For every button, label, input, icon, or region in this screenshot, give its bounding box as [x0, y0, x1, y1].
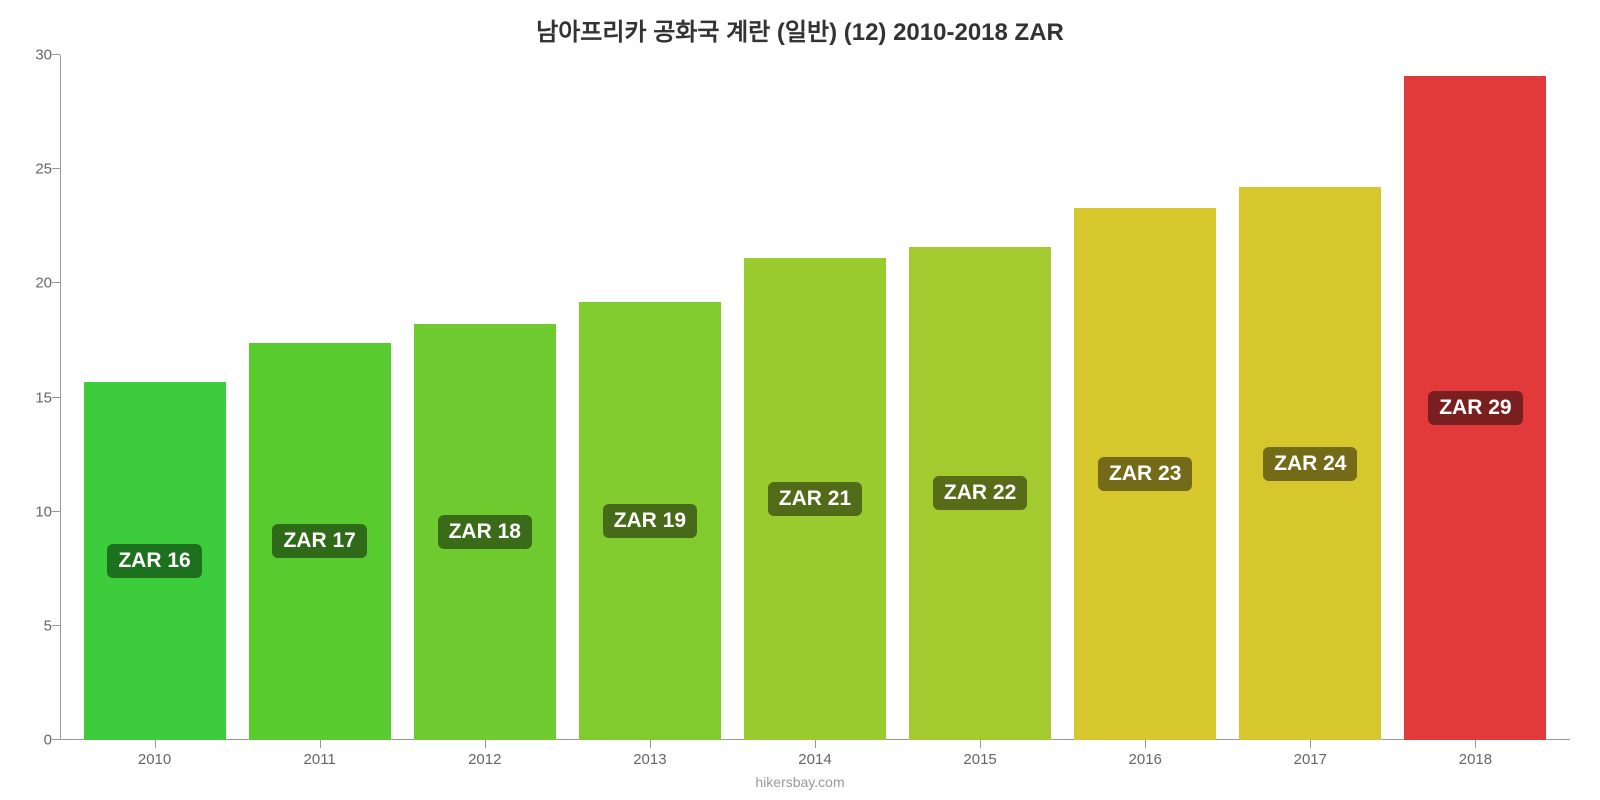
- x-axis-label: 2017: [1294, 751, 1327, 768]
- y-tick: [52, 282, 60, 283]
- bar-value-label: ZAR 19: [603, 504, 697, 538]
- y-axis-label: 0: [20, 732, 52, 749]
- x-tick: [1310, 740, 1311, 748]
- y-axis-label: 15: [20, 389, 52, 406]
- y-axis-label: 30: [20, 47, 52, 64]
- bar-value-label: ZAR 18: [438, 515, 532, 549]
- y-tick: [52, 54, 60, 55]
- x-axis-label: 2012: [468, 751, 501, 768]
- x-tick: [155, 740, 156, 748]
- bar: ZAR 16: [84, 382, 226, 740]
- bar-slot: ZAR 162010: [72, 55, 237, 740]
- bar: ZAR 21: [744, 258, 886, 740]
- bar-slot: ZAR 292018: [1393, 55, 1558, 740]
- attribution: hikersbay.com: [755, 774, 844, 790]
- bar-slot: ZAR 232016: [1063, 55, 1228, 740]
- bar-value-label: ZAR 22: [933, 476, 1027, 510]
- bar: ZAR 24: [1239, 187, 1381, 740]
- y-tick: [52, 625, 60, 626]
- x-axis-label: 2016: [1129, 751, 1162, 768]
- bar: ZAR 23: [1074, 208, 1216, 740]
- bar-slot: ZAR 222015: [898, 55, 1063, 740]
- x-axis-label: 2018: [1459, 751, 1492, 768]
- y-axis-label: 25: [20, 161, 52, 178]
- bar: ZAR 22: [909, 247, 1051, 740]
- y-axis-label: 5: [20, 617, 52, 634]
- bar-slot: ZAR 172011: [237, 55, 402, 740]
- y-tick: [52, 397, 60, 398]
- bar-value-label: ZAR 24: [1263, 447, 1357, 481]
- bar-slot: ZAR 242017: [1228, 55, 1393, 740]
- y-axis-label: 20: [20, 275, 52, 292]
- y-tick: [52, 511, 60, 512]
- chart-container: 남아프리카 공화국 계란 (일반) (12) 2010-2018 ZAR 0 5 1…: [0, 0, 1600, 800]
- x-axis-label: 2013: [633, 751, 666, 768]
- x-axis-label: 2015: [963, 751, 996, 768]
- x-axis-label: 2011: [304, 751, 336, 768]
- bar-value-label: ZAR 23: [1098, 457, 1192, 491]
- x-tick: [815, 740, 816, 748]
- y-axis-label: 10: [20, 503, 52, 520]
- chart-title: 남아프리카 공화국 계란 (일반) (12) 2010-2018 ZAR: [0, 0, 1600, 55]
- bar-value-label: ZAR 29: [1428, 391, 1522, 425]
- bar-slot: ZAR 182012: [402, 55, 567, 740]
- bars-container: ZAR 162010ZAR 172011ZAR 182012ZAR 192013…: [60, 55, 1570, 740]
- x-tick: [650, 740, 651, 748]
- x-tick: [980, 740, 981, 748]
- y-tick: [52, 168, 60, 169]
- y-tick: [52, 739, 60, 740]
- bar-slot: ZAR 212014: [732, 55, 897, 740]
- plot-area: 051015202530 ZAR 162010ZAR 172011ZAR 182…: [60, 55, 1570, 740]
- bar-value-label: ZAR 21: [768, 482, 862, 516]
- x-tick: [1145, 740, 1146, 748]
- x-tick: [320, 740, 321, 748]
- x-axis-label: 2014: [798, 751, 831, 768]
- bar: ZAR 18: [414, 324, 556, 740]
- bar: ZAR 19: [579, 302, 721, 740]
- x-tick: [1475, 740, 1476, 748]
- bar: ZAR 17: [249, 343, 391, 740]
- bar-slot: ZAR 192013: [567, 55, 732, 740]
- x-tick: [485, 740, 486, 748]
- bar-value-label: ZAR 16: [107, 544, 201, 578]
- bar-value-label: ZAR 17: [272, 524, 366, 558]
- x-axis-label: 2010: [138, 751, 171, 768]
- bar: ZAR 29: [1404, 76, 1546, 740]
